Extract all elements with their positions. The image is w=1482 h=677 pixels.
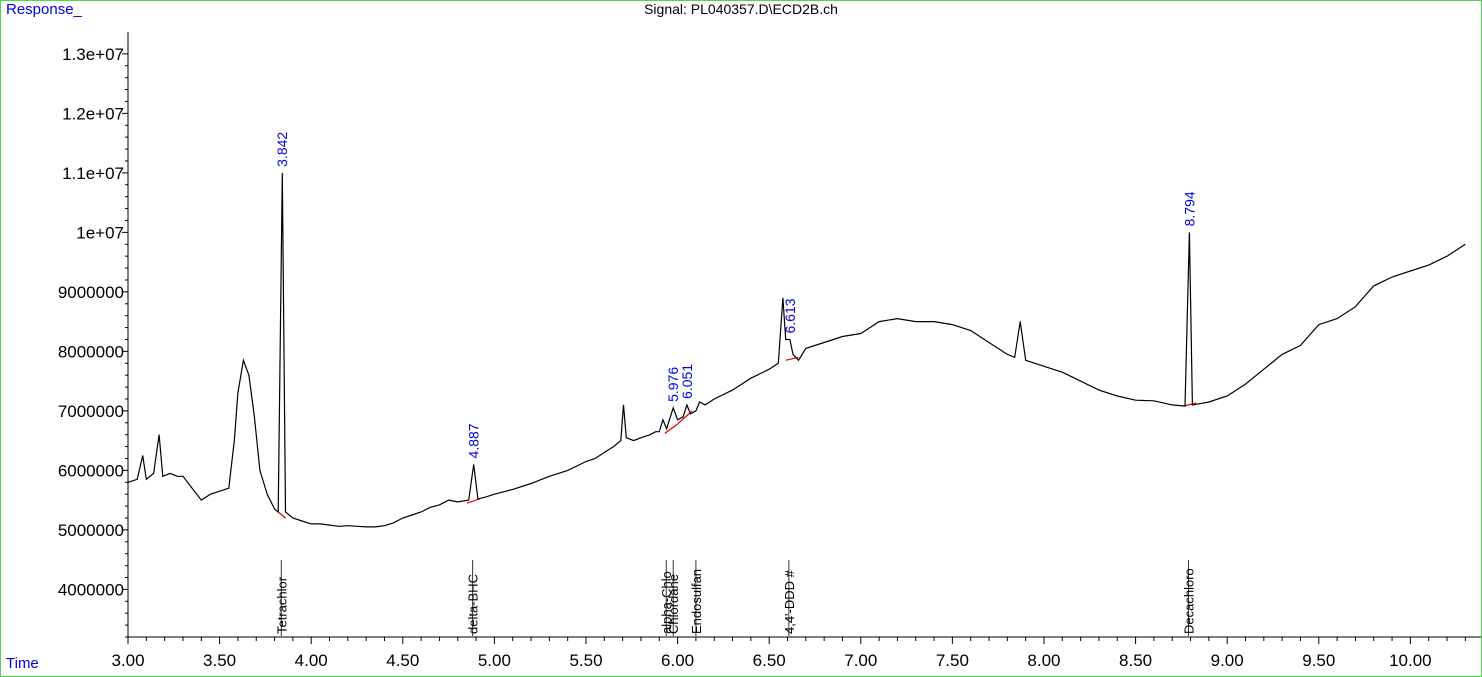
y-tick-label: 1.1e+07: [62, 164, 124, 183]
x-tick-label: 8.00: [1027, 651, 1060, 670]
y-axis-label: Response_: [6, 1, 82, 18]
x-tick-label: 5.00: [478, 651, 511, 670]
compound-label: Endosulfan: [689, 569, 704, 634]
x-tick-label: 10.00: [1389, 651, 1432, 670]
peak-rt-label: 3.842: [274, 132, 290, 167]
x-axis-label: Time: [6, 655, 39, 672]
x-tick-label: 3.00: [111, 651, 144, 670]
compound-label: Chlordane: [666, 574, 681, 634]
peak-rt-label: 4.887: [466, 423, 482, 458]
chart-title: Signal: PL040357.D\ECD2B.ch: [644, 1, 838, 17]
signal-trace-group: [127, 172, 1466, 528]
axes: 1.3e+07 1.2e+07 1.1e+07 1e+07 9000000 8000000…: [58, 32, 1481, 670]
signal-trace: [127, 172, 1466, 528]
compound-label: Tetrachlor: [274, 576, 289, 634]
x-tick-label: 9.50: [1302, 651, 1335, 670]
peak-rt-label: 8.794: [1181, 191, 1197, 226]
peak-baseline: [277, 511, 286, 519]
x-tick-label: 3.50: [203, 651, 236, 670]
y-tick-label: 6000000: [58, 461, 124, 480]
y-tick-label: 7000000: [58, 402, 124, 421]
peak-rt-label: 6.051: [679, 364, 695, 399]
x-tick-label: 7.00: [844, 651, 877, 670]
peak-rt-label: 6.613: [782, 298, 798, 333]
compound-label: Decachloro: [1181, 568, 1196, 634]
y-tick-label: 1e+07: [76, 223, 124, 242]
x-tick-label: 6.00: [661, 651, 694, 670]
peak-baseline: [466, 498, 480, 504]
y-tick-label: 4000000: [58, 580, 124, 599]
x-tick-label: 7.50: [936, 651, 969, 670]
x-tick-label: 5.50: [569, 651, 602, 670]
y-tick-label: 9000000: [58, 283, 124, 302]
compound-label: 4,4'-DDD #: [782, 569, 797, 634]
x-tick-label: 6.50: [753, 651, 786, 670]
peak-baseline: [664, 423, 678, 434]
y-tick-label: 8000000: [58, 342, 124, 361]
y-tick-label: 5000000: [58, 521, 124, 540]
x-tick-label: 4.50: [386, 651, 419, 670]
x-tick-label: 9.00: [1211, 651, 1244, 670]
peak-baselines: [277, 356, 1197, 519]
x-tick-label: 8.50: [1119, 651, 1152, 670]
y-tick-label: 1.2e+07: [62, 104, 124, 123]
x-tick-label: 4.00: [295, 651, 328, 670]
y-tick-label: 1.3e+07: [62, 45, 124, 64]
peak-rt-label: 5.976: [665, 367, 681, 402]
compound-label: delta-BHC: [466, 574, 481, 634]
compound-label: alpha-Chlo: [659, 571, 674, 634]
